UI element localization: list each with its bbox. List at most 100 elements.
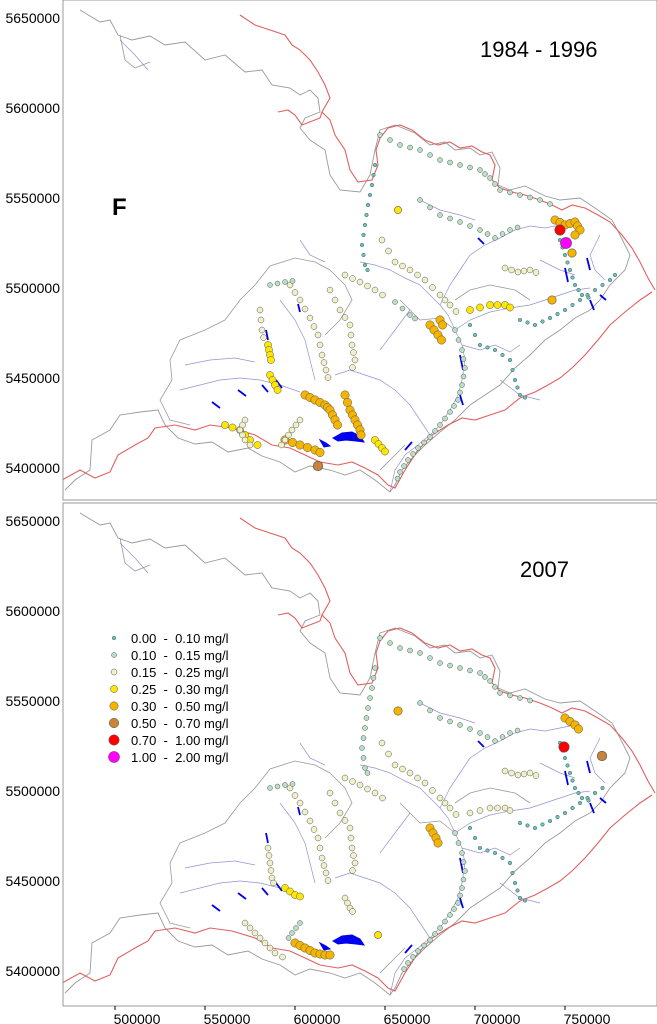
- concentration-marker: [612, 272, 618, 278]
- concentration-marker: [359, 242, 365, 248]
- concentration-marker: [451, 403, 457, 409]
- concentration-marker: [554, 224, 566, 236]
- concentration-marker: [347, 331, 355, 339]
- concentration-marker: [318, 854, 326, 862]
- concentration-marker: [360, 755, 367, 761]
- concentration-marker: [392, 299, 398, 305]
- concentration-marker: [485, 848, 490, 853]
- concentration-marker: [316, 844, 324, 852]
- concentration-marker: [374, 931, 382, 939]
- concentration-marker: [592, 790, 598, 796]
- concentration-marker: [372, 665, 378, 671]
- concentration-marker: [487, 175, 493, 181]
- concentration-marker: [517, 192, 523, 198]
- concentration-marker: [367, 695, 373, 701]
- concentration-marker: [600, 785, 605, 791]
- concentration-marker: [586, 295, 591, 300]
- concentration-marker: [525, 320, 530, 325]
- concentration-marker: [467, 164, 473, 171]
- legend-label: 1.00 - 2.00 mg/l: [131, 750, 229, 765]
- concentration-marker: [417, 147, 423, 153]
- concentration-marker: [457, 219, 463, 225]
- concentration-marker: [271, 949, 279, 957]
- concentration-marker: [432, 931, 438, 937]
- concentration-marker: [570, 778, 575, 783]
- concentration-marker: [560, 237, 572, 249]
- concentration-marker: [493, 301, 502, 309]
- concentration-marker: [467, 667, 473, 674]
- concentration-marker: [350, 349, 357, 356]
- concentration-marker: [507, 227, 513, 233]
- concentration-marker: [520, 770, 528, 778]
- concentration-marker: [361, 252, 366, 258]
- concentration-marker: [562, 307, 568, 313]
- concentration-marker: [325, 950, 335, 960]
- concentration-marker: [246, 924, 254, 932]
- concentration-marker: [414, 774, 421, 782]
- concentration-marker: [532, 825, 538, 831]
- concentration-marker: [507, 860, 513, 866]
- concentration-marker: [457, 722, 463, 728]
- concentration-marker: [274, 280, 281, 287]
- concentration-marker: [586, 798, 591, 803]
- concentration-marker: [318, 351, 326, 359]
- concentration-marker: [401, 966, 407, 972]
- concentration-marker: [438, 320, 447, 330]
- concentration-marker: [460, 859, 467, 865]
- concentration-marker: [514, 727, 521, 734]
- concentration-marker: [547, 295, 557, 305]
- concentration-marker: [455, 900, 461, 906]
- concentration-marker: [442, 918, 448, 925]
- concentration-marker: [427, 937, 433, 943]
- x-tick-label: 500000: [114, 1011, 161, 1024]
- concentration-marker: [369, 182, 375, 188]
- concentration-marker: [477, 342, 483, 348]
- concentration-marker: [296, 416, 304, 424]
- concentration-marker: [437, 335, 446, 345]
- concentration-marker: [362, 222, 368, 228]
- concentration-marker: [522, 898, 528, 903]
- concentration-marker: [349, 364, 356, 371]
- concentration-marker: [316, 341, 324, 349]
- concentration-marker: [365, 267, 370, 273]
- concentration-marker: [364, 282, 371, 290]
- concentration-marker: [526, 769, 534, 777]
- concentration-marker: [460, 876, 467, 883]
- concentration-marker: [520, 267, 528, 275]
- concentration-marker: [399, 305, 406, 312]
- concentration-marker: [297, 920, 303, 926]
- concentration-marker: [457, 665, 463, 671]
- concentration-marker: [577, 297, 583, 303]
- concentration-marker: [492, 850, 498, 856]
- concentration-marker: [221, 421, 229, 429]
- concentration-marker: [421, 779, 429, 787]
- concentration-marker: [381, 447, 389, 456]
- concentration-marker: [485, 345, 490, 350]
- concentration-marker: [356, 278, 364, 286]
- concentration-marker: [476, 807, 484, 814]
- concentration-marker: [499, 231, 506, 237]
- concentration-marker: [457, 389, 463, 396]
- concentration-marker: [484, 231, 491, 237]
- concentration-marker: [452, 811, 460, 818]
- concentration-marker: [437, 422, 443, 428]
- concentration-marker: [417, 650, 423, 656]
- concentration-marker: [446, 301, 454, 309]
- concentration-marker: [459, 382, 465, 388]
- concentration-marker: [555, 814, 560, 820]
- concentration-marker: [364, 785, 371, 793]
- concentration-marker: [348, 341, 356, 349]
- concentration-marker: [273, 386, 282, 394]
- concentration-marker: [267, 867, 275, 874]
- panel-2007: 2007 5650000 5600000 5550000 5500000 545…: [5, 502, 657, 1024]
- concentration-marker: [527, 697, 533, 704]
- concentration-marker: [501, 767, 509, 775]
- concentration-marker: [532, 269, 540, 276]
- concentration-marker: [514, 771, 522, 779]
- concentration-marker: [547, 315, 553, 321]
- concentration-marker: [410, 451, 416, 457]
- concentration-marker: [326, 286, 334, 294]
- y-tick-label: 5600000: [5, 100, 60, 116]
- concentration-marker: [241, 436, 249, 444]
- concentration-marker: [312, 460, 324, 472]
